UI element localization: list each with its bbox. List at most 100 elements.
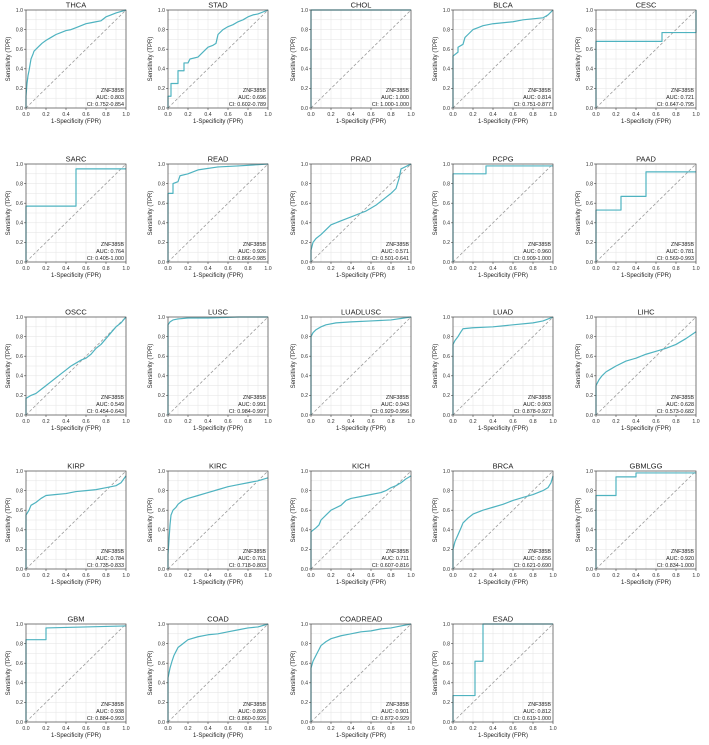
y-tick-label: 0.2 [301,393,308,399]
y-tick-label: 1.0 [16,622,23,628]
x-tick-label: 0.6 [367,726,374,732]
y-tick-label: 0.4 [301,681,308,687]
x-tick-label: 0.0 [307,726,314,732]
x-tick-label: 1.0 [264,419,271,425]
gene-label: ZNF385B [671,88,694,94]
x-tick-label: 0.8 [102,112,109,118]
x-tick-label: 0.6 [509,112,516,118]
x-tick-label: 1.0 [549,726,556,732]
panel-title: LUSC [208,308,229,317]
x-tick-label: 1.0 [407,726,414,732]
y-tick-label: 0.2 [301,240,308,246]
x-tick-label: 0.0 [449,112,456,118]
y-axis-label: Sensitivity (TPR) [291,651,297,696]
y-tick-label: 0.8 [443,641,450,647]
reference-diagonal [452,9,554,109]
y-tick-label: 0.8 [443,181,450,187]
y-tick-label: 0.6 [586,354,593,360]
roc-panel-chol: 0.00.0 0.2 0.2 0.4 0.4 0.6 0.6 0.8 0.8 1.0 1.0 CHOL… [291,1,415,126]
y-axis-label: Sensitivity (TPR) [148,498,154,543]
y-tick-label: 0.0 [443,106,450,112]
y-tick-label: 1.0 [586,315,593,321]
y-tick-label: 1.0 [158,315,165,321]
x-tick-label: 0.6 [509,419,516,425]
roc-panel-lusc: 0.00.0 0.2 0.2 0.4 0.4 0.6 0.6 0.8 0.8 1.0 1.0 LUSC… [148,308,272,433]
plot-frame [310,623,412,723]
reference-diagonal [310,316,412,416]
y-tick-label: 0.6 [158,661,165,667]
x-tick-label: 0.4 [204,112,211,118]
y-tick-label: 0.4 [301,374,308,380]
y-tick-label: 0.8 [586,27,593,33]
roc-panel-paad: 0.00.0 0.2 0.2 0.4 0.4 0.6 0.6 0.8 0.8 1.0 1.0 PAAD… [576,155,700,280]
x-tick-label: 0.6 [224,726,231,732]
plot-frame [167,163,269,263]
x-tick-label: 0.6 [509,573,516,579]
y-tick-label: 0.4 [158,681,165,687]
gene-label: ZNF385B [243,242,266,248]
x-tick-label: 0.4 [347,112,354,118]
y-axis-label: Sensitivity (TPR) [6,651,12,696]
plot-frame [25,316,127,416]
x-tick-label: 0.6 [82,266,89,272]
x-tick-label: 0.6 [652,573,659,579]
x-tick-label: 0.6 [82,573,89,579]
y-tick-label: 0.8 [158,334,165,340]
roc-panel-cesc: 0.00.0 0.2 0.2 0.4 0.4 0.6 0.6 0.8 0.8 1.0 1.0 CESC… [576,1,700,126]
x-tick-label: 0.4 [62,266,69,272]
y-tick-label: 0.6 [301,661,308,667]
x-tick-label: 0.6 [367,573,374,579]
x-tick-label: 0.2 [612,573,619,579]
roc-panel-coad: 0.00.0 0.2 0.2 0.4 0.4 0.6 0.6 0.8 0.8 1.0 1.0 COAD… [148,615,272,740]
ci-label: CI: 0.573-0.682 [657,409,694,415]
y-tick-label: 0.0 [16,106,23,112]
auc-label: AUC: 0.696 [238,95,266,101]
x-tick-label: 0.2 [327,419,334,425]
y-axis-label: Sensitivity (TPR) [433,498,439,543]
y-tick-label: 0.8 [443,27,450,33]
panel-title: KICH [352,462,370,471]
panel-title: KIRP [67,462,85,471]
gene-label: ZNF385B [101,242,124,248]
x-tick-label: 1.0 [692,573,699,579]
y-tick-label: 0.0 [158,260,165,266]
roc-curve [167,163,269,262]
roc-curve [167,623,269,722]
gene-label: ZNF385B [101,395,124,401]
y-axis-label: Sensitivity (TPR) [576,37,582,82]
x-tick-label: 0.0 [22,726,29,732]
y-axis-label: Sensitivity (TPR) [148,191,154,236]
x-tick-label: 0.6 [509,726,516,732]
x-tick-label: 0.2 [469,419,476,425]
x-tick-label: 0.4 [489,266,496,272]
x-tick-label: 1.0 [264,573,271,579]
y-tick-label: 0.2 [16,86,23,92]
x-tick-label: 0.6 [82,419,89,425]
y-tick-label: 0.6 [586,508,593,514]
reference-diagonal [452,623,554,723]
x-tick-label: 0.6 [224,266,231,272]
x-tick-label: 0.8 [387,726,394,732]
y-tick-label: 1.0 [301,622,308,628]
y-tick-label: 0.4 [586,67,593,73]
y-tick-label: 0.0 [158,413,165,419]
y-tick-label: 0.8 [16,488,23,494]
x-tick-label: 0.0 [164,112,171,118]
y-axis-label: Sensitivity (TPR) [576,191,582,236]
x-tick-label: 0.0 [22,573,29,579]
x-tick-label: 0.2 [469,573,476,579]
y-tick-label: 0.2 [586,547,593,553]
x-axis-label: 1-Specificity (FPR) [51,580,101,586]
x-tick-label: 0.0 [307,573,314,579]
panel-title: LIHC [637,308,655,317]
x-tick-label: 0.0 [592,573,599,579]
plot-frame [595,163,697,263]
x-tick-label: 0.8 [529,266,536,272]
auc-label: AUC: 0.781 [666,249,694,255]
x-tick-label: 0.4 [347,726,354,732]
y-tick-label: 0.4 [158,67,165,73]
roc-curve [310,623,412,722]
x-axis-label: 1-Specificity (FPR) [621,426,671,432]
y-tick-label: 0.8 [158,181,165,187]
reference-diagonal [167,623,269,723]
